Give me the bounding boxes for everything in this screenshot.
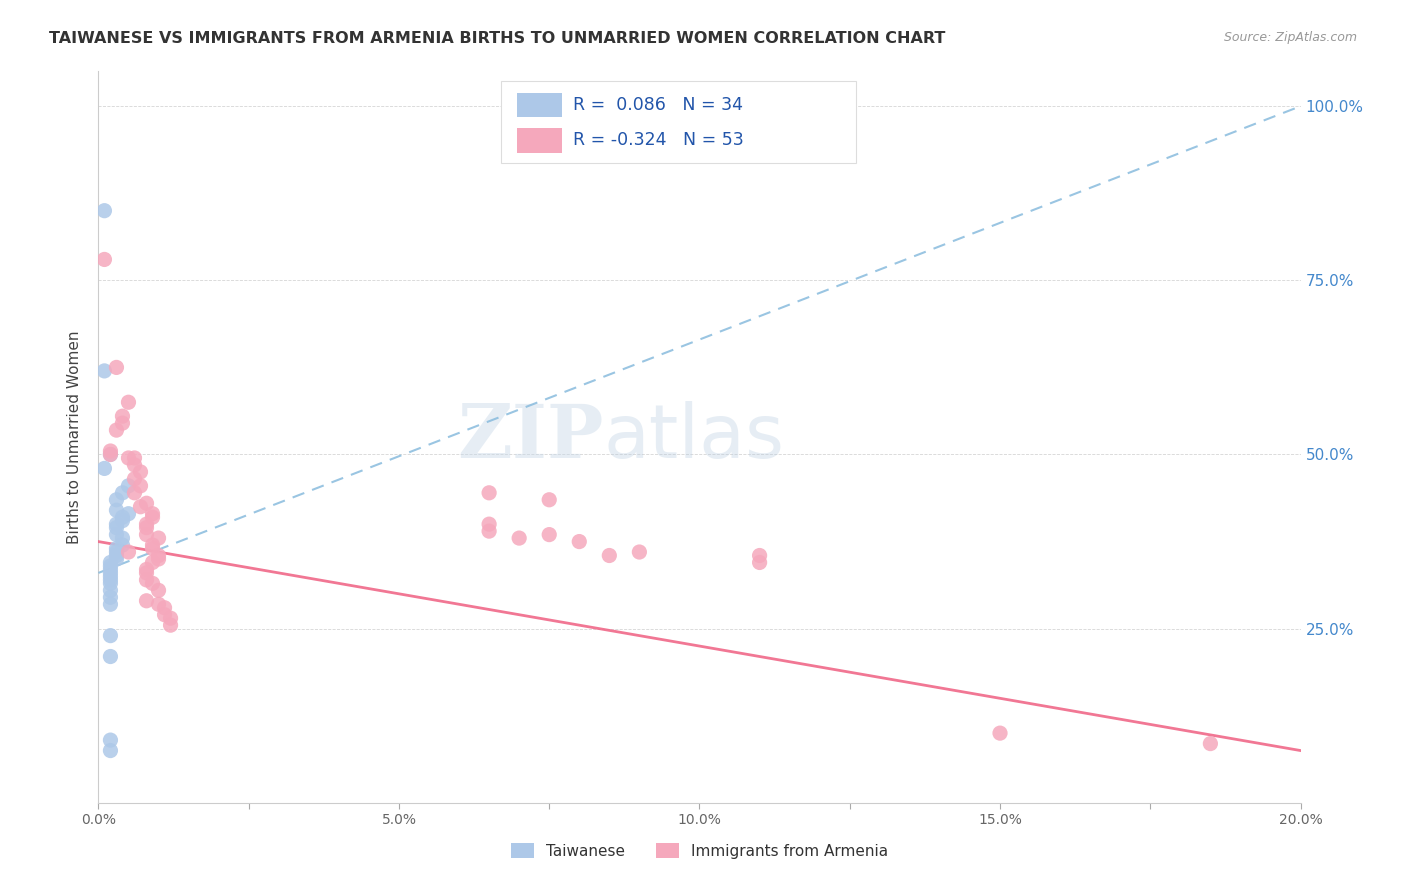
Text: atlas: atlas — [603, 401, 785, 474]
Point — [117, 450, 139, 465]
Point — [129, 479, 152, 493]
Point — [141, 541, 163, 556]
Point — [124, 472, 146, 486]
Point — [135, 521, 157, 535]
Point — [105, 552, 128, 566]
Point — [135, 594, 157, 608]
Legend: Taiwanese, Immigrants from Armenia: Taiwanese, Immigrants from Armenia — [505, 837, 894, 864]
Point — [105, 541, 128, 556]
Point — [135, 562, 157, 576]
Point — [105, 503, 128, 517]
Point — [105, 545, 128, 559]
Point — [159, 611, 181, 625]
Point — [748, 556, 770, 570]
Point — [93, 203, 115, 218]
Point — [628, 545, 651, 559]
Point — [148, 597, 170, 611]
Point — [141, 510, 163, 524]
Text: R =  0.086   N = 34: R = 0.086 N = 34 — [574, 96, 744, 114]
Point — [111, 531, 134, 545]
Point — [159, 618, 181, 632]
Point — [598, 549, 620, 563]
Point — [105, 527, 128, 541]
Point — [135, 496, 157, 510]
Text: ZIP: ZIP — [457, 401, 603, 474]
Point — [124, 450, 146, 465]
Point — [148, 531, 170, 545]
Point — [538, 492, 561, 507]
Point — [117, 545, 139, 559]
Point — [135, 566, 157, 580]
Point — [100, 591, 122, 605]
Point — [100, 583, 122, 598]
Point — [100, 566, 122, 580]
Point — [148, 583, 170, 598]
Point — [153, 600, 176, 615]
Point — [478, 524, 501, 538]
Point — [117, 479, 139, 493]
Bar — [517, 128, 562, 153]
Point — [135, 517, 157, 532]
Point — [100, 573, 122, 587]
Point — [105, 492, 128, 507]
Point — [124, 458, 146, 472]
Point — [100, 569, 122, 583]
Point — [508, 531, 530, 545]
Point — [100, 558, 122, 573]
Point — [105, 549, 128, 563]
Point — [105, 423, 128, 437]
Point — [111, 514, 134, 528]
Point — [141, 507, 163, 521]
Point — [135, 527, 157, 541]
Text: TAIWANESE VS IMMIGRANTS FROM ARMENIA BIRTHS TO UNMARRIED WOMEN CORRELATION CHART: TAIWANESE VS IMMIGRANTS FROM ARMENIA BIR… — [49, 31, 946, 46]
Point — [111, 416, 134, 430]
Point — [124, 485, 146, 500]
Point — [117, 395, 139, 409]
Point — [100, 597, 122, 611]
Bar — [517, 93, 562, 118]
Point — [478, 517, 501, 532]
Point — [141, 556, 163, 570]
Point — [141, 576, 163, 591]
Point — [100, 562, 122, 576]
Point — [111, 510, 134, 524]
Point — [111, 538, 134, 552]
Point — [105, 360, 128, 375]
Point — [100, 448, 122, 462]
Point — [100, 556, 122, 570]
Point — [129, 465, 152, 479]
Point — [93, 252, 115, 267]
Point — [568, 534, 591, 549]
Point — [141, 538, 163, 552]
Point — [100, 649, 122, 664]
Point — [988, 726, 1011, 740]
Point — [100, 733, 122, 747]
FancyBboxPatch shape — [501, 81, 856, 162]
Point — [100, 743, 122, 757]
Text: R = -0.324   N = 53: R = -0.324 N = 53 — [574, 131, 744, 149]
Point — [111, 485, 134, 500]
Text: Source: ZipAtlas.com: Source: ZipAtlas.com — [1223, 31, 1357, 45]
Point — [153, 607, 176, 622]
Point — [105, 517, 128, 532]
Point — [100, 444, 122, 458]
Point — [478, 485, 501, 500]
Point — [93, 461, 115, 475]
Point — [100, 448, 122, 462]
Point — [93, 364, 115, 378]
Point — [538, 527, 561, 541]
Point — [148, 549, 170, 563]
Point — [129, 500, 152, 514]
Point — [1199, 737, 1222, 751]
Point — [100, 576, 122, 591]
Point — [105, 521, 128, 535]
Point — [748, 549, 770, 563]
Point — [111, 409, 134, 424]
Point — [148, 552, 170, 566]
Y-axis label: Births to Unmarried Women: Births to Unmarried Women — [67, 330, 83, 544]
Point — [100, 629, 122, 643]
Point — [117, 507, 139, 521]
Point — [135, 573, 157, 587]
